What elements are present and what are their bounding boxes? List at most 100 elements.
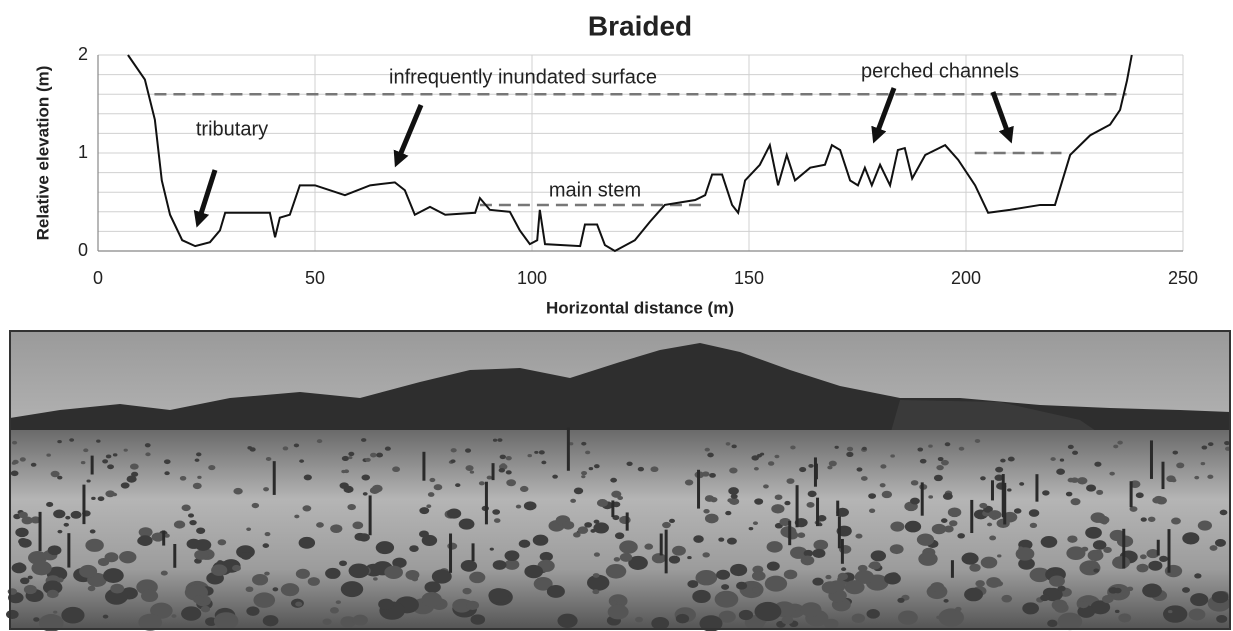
shrub xyxy=(138,527,153,538)
shrub xyxy=(581,475,586,479)
shrub xyxy=(584,522,593,528)
shrub xyxy=(145,452,151,457)
shrub xyxy=(57,529,63,534)
y-tick-label: 2 xyxy=(78,44,88,64)
shrub xyxy=(1018,557,1035,570)
shrub xyxy=(1182,532,1200,545)
shrub xyxy=(1059,458,1065,462)
shrub xyxy=(1072,450,1079,455)
shrub xyxy=(1200,461,1206,466)
shrub xyxy=(1136,563,1149,573)
shrub xyxy=(362,492,368,496)
shrub xyxy=(753,466,759,471)
shrub xyxy=(1163,605,1188,623)
shrub xyxy=(774,454,780,459)
shrub xyxy=(358,533,370,542)
arrow xyxy=(193,169,218,228)
shrub xyxy=(1090,600,1111,615)
shrub xyxy=(841,567,847,571)
shrub xyxy=(1040,535,1058,548)
shrub xyxy=(50,470,60,478)
shrub xyxy=(866,609,880,619)
shrub xyxy=(298,536,316,549)
shrub xyxy=(1049,575,1065,587)
shrub xyxy=(469,470,475,474)
shrub xyxy=(181,504,191,512)
shrub xyxy=(725,442,731,446)
shrub xyxy=(728,487,739,495)
shrub xyxy=(96,439,101,443)
shrub xyxy=(699,615,723,631)
shrub xyxy=(282,446,289,451)
shrub xyxy=(493,518,501,523)
shrub xyxy=(83,448,89,453)
shrub xyxy=(539,551,553,562)
shrub xyxy=(164,533,170,538)
shrub xyxy=(21,516,33,525)
shrub xyxy=(179,475,187,481)
shrub xyxy=(1056,468,1065,475)
shrub xyxy=(1129,506,1138,512)
shrub xyxy=(729,467,738,474)
shrub xyxy=(352,614,368,626)
shrub xyxy=(1077,605,1096,618)
shrub xyxy=(492,509,501,515)
shrub xyxy=(348,451,355,457)
shrub xyxy=(910,480,919,486)
annotation: main stem xyxy=(549,179,641,201)
shrub xyxy=(1047,619,1058,628)
shrub xyxy=(1019,482,1025,486)
x-tick-label: 50 xyxy=(305,268,325,288)
shrub xyxy=(57,440,62,444)
shrub xyxy=(1028,509,1040,517)
shrub xyxy=(868,508,876,513)
shrub xyxy=(46,453,51,457)
shrub xyxy=(365,457,371,462)
shrub xyxy=(211,564,228,576)
x-axis-label: Horizontal distance (m) xyxy=(546,298,734,317)
shrub xyxy=(974,439,981,443)
shrub xyxy=(341,455,350,461)
shrub xyxy=(541,460,547,465)
shrub xyxy=(15,527,29,538)
shrub xyxy=(31,560,52,576)
shrub xyxy=(141,589,159,603)
shrub xyxy=(187,513,195,518)
shrub xyxy=(702,471,710,477)
shrub xyxy=(450,448,457,453)
shrub xyxy=(1000,458,1006,463)
shrub xyxy=(171,614,177,618)
shrub xyxy=(1171,478,1177,483)
shrub xyxy=(252,573,269,586)
shrub xyxy=(707,452,714,458)
shrub xyxy=(879,483,886,488)
shrub xyxy=(465,448,472,453)
shrub xyxy=(904,520,922,533)
shrub xyxy=(87,585,96,592)
shrub xyxy=(1194,475,1200,480)
shrub xyxy=(1146,549,1160,559)
shrub xyxy=(53,610,58,614)
shrub xyxy=(1126,586,1134,592)
shrub xyxy=(944,442,951,447)
shrub xyxy=(262,615,279,627)
shrub xyxy=(605,563,627,579)
shrub xyxy=(424,581,441,593)
shrub xyxy=(1171,517,1181,525)
shrub xyxy=(562,520,575,530)
shrub xyxy=(499,454,506,460)
shrub xyxy=(1182,587,1190,593)
shrub xyxy=(265,456,272,461)
shrub xyxy=(264,571,270,576)
shrub xyxy=(941,459,949,466)
shrub xyxy=(240,551,252,560)
shrub xyxy=(989,535,997,541)
shrub xyxy=(1164,564,1183,578)
shrub xyxy=(421,534,438,546)
shrub xyxy=(573,487,584,495)
shrub xyxy=(23,584,37,595)
shrub xyxy=(466,600,480,610)
y-axis-label: Relative elevation (m) xyxy=(33,66,52,241)
shrub xyxy=(557,613,578,628)
shrub xyxy=(1147,516,1156,522)
